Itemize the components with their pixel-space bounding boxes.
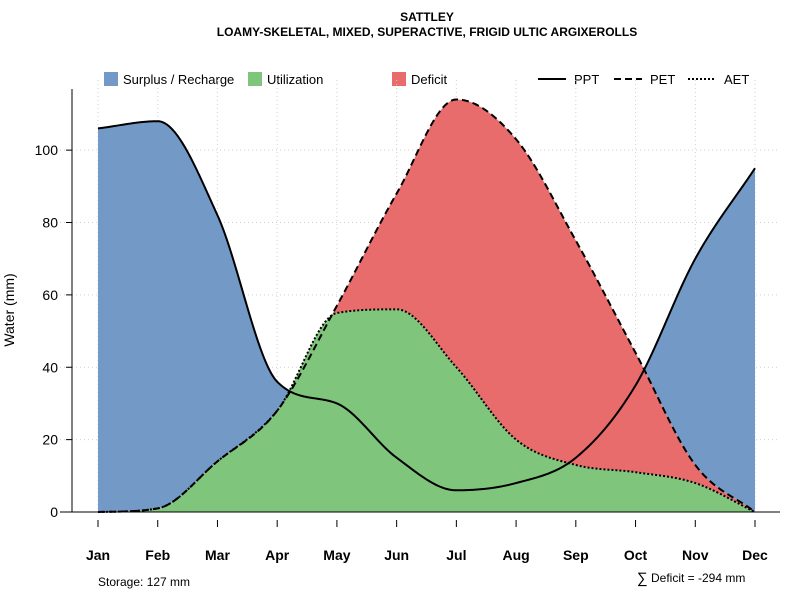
storage-annotation: Storage: 127 mm <box>98 575 190 589</box>
x-tick-label-feb: Feb <box>145 547 170 563</box>
legend-swatch-2 <box>392 72 406 86</box>
x-tick-label-jul: Jul <box>446 547 466 563</box>
x-tick-label-dec: Dec <box>742 547 768 563</box>
x-tick-label-sep: Sep <box>563 547 589 563</box>
y-tick-label: 0 <box>50 504 58 520</box>
x-tick-label-oct: Oct <box>624 547 648 563</box>
legend-label-aet: AET <box>724 72 749 87</box>
y-axis-label: Water (mm) <box>1 273 17 346</box>
y-tick-label: 60 <box>42 287 58 303</box>
deficit-annotation: Deficit = -294 mm <box>651 571 745 585</box>
chart-subtitle: LOAMY-SKELETAL, MIXED, SUPERACTIVE, FRIG… <box>217 25 637 39</box>
y-tick-label: 80 <box>42 215 58 231</box>
y-tick-label: 40 <box>42 359 58 375</box>
legend-swatch-1 <box>248 72 262 86</box>
chart-title: SATTLEY <box>400 10 454 24</box>
series-line-aet <box>97 308 756 513</box>
series-lines <box>97 98 756 513</box>
y-tick-label: 100 <box>35 142 59 158</box>
legend: Surplus / Recharge Utilization Deficit PPT P… <box>104 72 749 87</box>
y-tick-label: 20 <box>42 432 58 448</box>
series-line-ppt <box>97 120 756 492</box>
legend-swatch-0 <box>104 72 118 86</box>
x-tick-label-mar: Mar <box>205 547 230 563</box>
x-tick-label-jun: Jun <box>384 547 409 563</box>
x-tick-label-nov: Nov <box>682 547 709 563</box>
surplus-area <box>98 99 755 512</box>
legend-label-0: Surplus / Recharge <box>123 72 234 87</box>
legend-label-2: Deficit <box>411 72 448 87</box>
x-tick-label-jan: Jan <box>86 547 110 563</box>
x-tick-label-may: May <box>323 547 350 563</box>
utilization-area <box>98 309 755 512</box>
x-tick-label-aug: Aug <box>502 547 529 563</box>
x-tick-label-apr: Apr <box>265 547 290 563</box>
area-fills <box>98 99 755 512</box>
axes: 0 20 40 60 80 100 Jan Feb Mar Apr May Jun Jul Aug Sep O… <box>35 89 780 563</box>
sum-symbol-icon: ∑ <box>637 570 648 587</box>
legend-label-1: Utilization <box>267 72 323 87</box>
deficit-area <box>98 99 755 512</box>
legend-label-pet: PET <box>650 72 675 87</box>
legend-label-ppt: PPT <box>574 72 599 87</box>
series-line-pet <box>97 98 756 513</box>
